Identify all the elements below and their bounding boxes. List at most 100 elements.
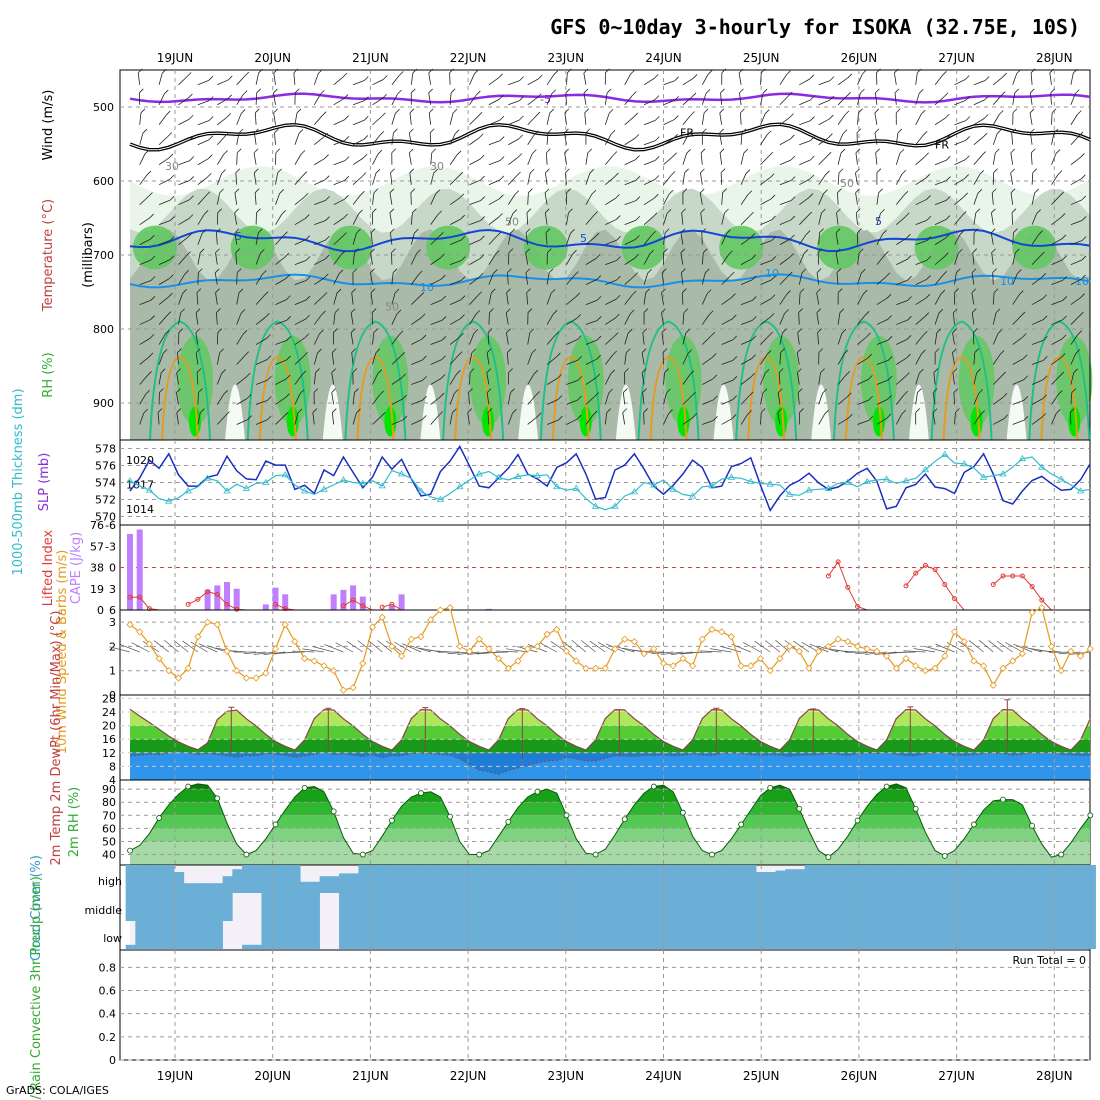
wind-barb — [1070, 392, 1073, 405]
wind-barb — [449, 355, 459, 365]
wind-barb-flag — [247, 415, 252, 420]
wind-barb-flag — [690, 111, 695, 116]
thickness-marker — [553, 482, 561, 490]
dry-plume — [225, 384, 245, 440]
cape-ytick: 38 — [90, 562, 104, 575]
wind-barb — [469, 179, 481, 186]
wind-barb — [1031, 192, 1036, 205]
wind-barb-flag — [764, 109, 770, 114]
wind-barb — [934, 237, 946, 245]
wind-barb — [255, 379, 268, 385]
wind-barb-flag — [428, 88, 433, 94]
wind-barb-flag — [149, 334, 155, 339]
rh-marker — [330, 808, 337, 815]
wind-barb-flag — [142, 128, 148, 134]
wind-barb-flag — [790, 215, 796, 221]
thickness-marker — [630, 488, 639, 495]
wind10-marker — [242, 674, 250, 682]
wind10-marker — [388, 642, 396, 650]
cloud-cell-middle — [513, 893, 524, 921]
cloud-cell-low — [707, 921, 718, 949]
wind-barb-flag — [978, 389, 983, 394]
wind-barb — [605, 336, 615, 345]
wind-barb — [527, 373, 535, 385]
wind-barb-flag — [1041, 273, 1046, 278]
wind-barb — [545, 232, 548, 245]
wind-barb — [700, 152, 703, 165]
wind-barb-flag — [496, 231, 502, 237]
cloud-cell-middle — [271, 893, 282, 921]
wind-barb — [1070, 240, 1083, 246]
wind-barb-flag — [956, 268, 961, 274]
wind-barb-flag — [615, 294, 621, 300]
wind-barb-flag — [441, 316, 447, 321]
wind-barb-flag — [905, 212, 910, 218]
cloud-cell-low — [368, 921, 379, 949]
wind-barb-flag — [778, 368, 784, 373]
wind-barb-flag — [165, 110, 171, 116]
wind-barb-flag — [596, 275, 602, 280]
wind-barb-flag — [286, 355, 291, 361]
cloud-cell-high — [600, 865, 611, 893]
rh-ytick-60: 60 — [102, 822, 116, 835]
wind10-marker — [640, 650, 648, 658]
cloud-cell-low — [1047, 921, 1058, 949]
wind-barb-flag — [487, 328, 493, 333]
wind-barb — [370, 252, 373, 265]
cloud-cell-middle — [193, 893, 204, 921]
wind-barb-flag — [169, 274, 174, 279]
cloud-cell-low — [300, 921, 311, 949]
cape-bar — [388, 605, 395, 610]
wind-barb-flag — [225, 131, 230, 137]
li-line — [187, 591, 247, 611]
wind-barb-flag — [980, 410, 985, 415]
cloud-cell-middle — [688, 893, 699, 921]
wind-barb-flag — [625, 348, 631, 353]
wind-barb-flag — [145, 389, 151, 395]
wind-barb-flag — [958, 248, 963, 254]
cloud-cell-high — [872, 865, 883, 893]
wind-barb — [991, 192, 994, 205]
wind-barb-flag — [343, 94, 349, 99]
wind-barb-flag — [198, 268, 203, 273]
wind-barb-flag — [768, 151, 774, 157]
temp-band-16 — [130, 725, 1090, 740]
wind-barb — [992, 312, 997, 325]
wind-barb-flag — [964, 174, 970, 179]
wind-barb-flag — [641, 368, 647, 373]
cloud-cell-low — [290, 921, 301, 949]
wind-barb — [469, 352, 473, 365]
cloud-cell-high — [174, 872, 185, 893]
wind-barb-flag — [564, 148, 569, 154]
wind-barb-flag — [751, 335, 757, 341]
wind-barb — [876, 339, 889, 345]
wind-barb-flag — [668, 189, 674, 195]
wind-barb-flag — [332, 408, 337, 413]
wind10-barb — [709, 648, 732, 653]
wind-barb — [1051, 259, 1063, 265]
wind-barb — [721, 297, 732, 305]
wind-barb — [818, 174, 826, 185]
wind-barb — [469, 295, 478, 305]
wind-barb-flag — [412, 208, 417, 213]
wind10-barb — [486, 651, 509, 654]
wind-barb-flag — [205, 191, 211, 197]
rh-patch-lower — [860, 335, 897, 426]
wind10-barb — [754, 640, 771, 653]
wind-barb-flag — [1029, 108, 1035, 114]
wind-barb-flag — [991, 188, 997, 194]
wind-barb — [817, 332, 820, 345]
wind-barb-flag — [525, 228, 531, 234]
wind-barb — [1012, 419, 1025, 425]
wind-barb — [643, 197, 655, 206]
wind-barb — [585, 258, 597, 265]
wind-barb-flag — [1036, 209, 1041, 214]
cloud-cell-high — [746, 865, 757, 893]
cloud-cell-low — [581, 921, 592, 949]
wind-barb — [469, 137, 480, 146]
wind-barb-flag — [575, 292, 581, 298]
wind-barb — [178, 160, 190, 166]
cloud-cell-high — [1027, 865, 1038, 893]
wind-barb — [760, 240, 772, 246]
cloud-cell-middle — [445, 893, 456, 921]
